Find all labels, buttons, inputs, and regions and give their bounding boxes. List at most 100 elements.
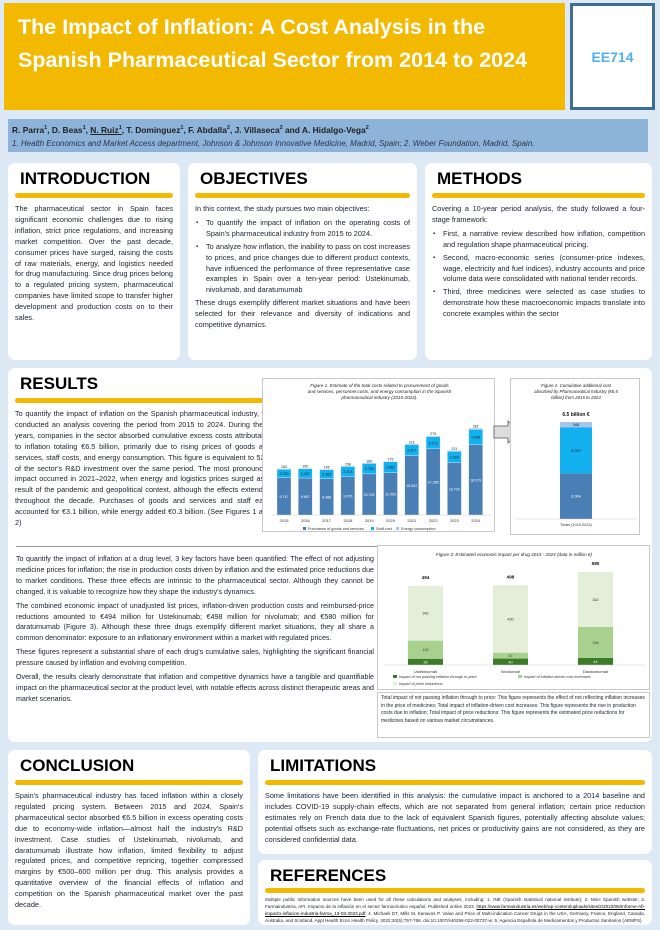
introduction-text: The pharmaceutical sector in Spain faces… xyxy=(15,204,173,323)
chart-title: Figure 1. Estimate of the total costs re… xyxy=(310,383,449,388)
legend-label: Impact of not passing inflation through … xyxy=(399,675,477,679)
data-label: 2.877 xyxy=(407,449,416,453)
author-name: A. Hidalgo-Vega2 xyxy=(301,124,369,135)
results-paragraph: Overall, the results clearly demonstrate… xyxy=(16,673,374,703)
reference-text: Multiple public information sources have… xyxy=(265,897,645,909)
x-tick-label: 2022 xyxy=(429,518,439,523)
bar-segment xyxy=(560,427,592,474)
data-label: 211 xyxy=(409,440,415,444)
data-label: 348 xyxy=(573,422,580,427)
section-heading: RESULTS xyxy=(20,374,99,393)
methods-section: METHODS Covering a 10-year period analys… xyxy=(425,163,652,360)
data-label: 39 xyxy=(423,660,427,664)
figure-3-caption: Total impact of not passing inflation th… xyxy=(377,692,650,738)
bar-segment xyxy=(340,465,356,467)
bar-segment xyxy=(319,468,334,470)
data-label: 9.747 xyxy=(280,495,289,499)
bar-segment xyxy=(404,443,419,445)
bar-segment xyxy=(362,462,377,464)
objectives-section: OBJECTIVES In this context, the study pu… xyxy=(188,163,417,360)
data-label: 145 xyxy=(324,466,330,470)
heading-underline xyxy=(265,888,645,893)
data-label: 2.383 xyxy=(322,473,331,477)
author-name: D. Beas1 xyxy=(51,124,86,135)
data-label: 9.976 xyxy=(343,494,352,498)
data-label: 194 xyxy=(592,641,598,645)
x-tick-label: 2020 xyxy=(386,518,396,523)
data-label: 281 xyxy=(473,425,479,429)
legend-swatch xyxy=(393,682,397,685)
section-heading: CONCLUSION xyxy=(20,756,135,775)
references-text: Multiple public information sources have… xyxy=(265,896,645,924)
data-label: 13.720 xyxy=(449,487,460,491)
introduction-section: INTRODUCTION The pharmaceutical sector i… xyxy=(8,163,180,360)
heading-underline xyxy=(195,193,410,198)
x-tick-label: 2019 xyxy=(365,518,375,523)
data-label: 2.230 xyxy=(280,472,289,476)
bar-segment xyxy=(468,428,483,430)
chart-title: and services, personnel costs, and energ… xyxy=(308,389,452,394)
legend-swatch xyxy=(371,527,374,530)
x-tick-label: 2024 xyxy=(471,518,481,523)
legend-swatch xyxy=(396,527,399,530)
data-label: 169 xyxy=(366,459,372,463)
results-paragraph: To quantify the impact of inflation on t… xyxy=(15,409,271,528)
data-label: 2.862 xyxy=(386,466,395,470)
heading-underline xyxy=(432,193,645,198)
section-heading: OBJECTIVES xyxy=(200,169,308,188)
data-label: 44 xyxy=(593,660,597,664)
data-label: 211 xyxy=(452,447,458,451)
data-label: 11.053 xyxy=(385,492,396,496)
bar-segment xyxy=(560,422,592,428)
x-tick-label: 2015 xyxy=(280,518,290,523)
section-heading: LIMITATIONS xyxy=(270,756,377,775)
bar-segment xyxy=(493,658,528,665)
x-tick-label: 2021 xyxy=(407,518,417,523)
total-label: 494 xyxy=(422,575,430,580)
x-tick-label: Ustekinumab xyxy=(414,669,438,674)
reference-link[interactable]: https://www.farmaindustria.es/web/wp-con… xyxy=(265,904,645,916)
data-label: 9.667 xyxy=(301,495,310,499)
x-tick-label: 2023 xyxy=(450,518,460,523)
x-tick-label: Daratumumab xyxy=(583,669,609,674)
chart-title: absorbed by Pharmaceutical Industry (€6.… xyxy=(534,389,618,394)
bar-segment xyxy=(408,658,443,665)
x-tick-label: Nivolumab xyxy=(501,669,521,674)
bar-segment xyxy=(276,468,292,470)
data-label: 10.742 xyxy=(364,493,375,497)
bar-segment xyxy=(425,435,441,437)
results-paragraph: These figures represent a substantial sh… xyxy=(16,648,374,668)
data-label: 153 xyxy=(281,465,287,469)
heading-underline xyxy=(15,398,271,403)
results-paragraph: The combined economic impact of unadjust… xyxy=(16,601,374,643)
objective-item: To analyze how inflation, the inability … xyxy=(195,242,410,297)
section-heading: REFERENCES xyxy=(270,866,387,885)
data-label: 4.036 xyxy=(471,435,480,439)
data-label: 2.437 xyxy=(301,472,310,476)
objectives-outro: These drugs exemplify different market s… xyxy=(195,298,410,330)
bar-segment xyxy=(383,460,398,462)
x-tick-label: Totals (2015-2024) xyxy=(560,523,592,527)
data-label: 158 xyxy=(345,462,351,466)
poster-code: EE714 xyxy=(570,3,655,110)
figure-2: Figure 2. Cumulative additional cost abso… xyxy=(510,378,640,535)
bar-segment xyxy=(298,467,313,469)
data-label: 279 xyxy=(430,432,436,436)
bar-segment xyxy=(493,652,528,659)
limitations-section: LIMITATIONS Some limitations have been i… xyxy=(258,750,652,854)
conclusion-section: CONCLUSION Spain's pharmaceutical indust… xyxy=(8,750,250,925)
legend-label: Staff cost xyxy=(376,527,393,531)
data-label: 15.532 xyxy=(406,484,417,488)
figure-3: Figure 3: Estimated economic impact per … xyxy=(377,545,650,690)
data-label: 3.173 xyxy=(429,441,438,445)
chart-title: billion) from 2015 to 2024 xyxy=(551,395,601,400)
method-item: Second, macro-economic series (consumer-… xyxy=(432,253,645,286)
author-name: N. Ruiz1 xyxy=(90,124,122,135)
data-label: 2.701 xyxy=(343,470,352,474)
conclusion-text: Spain's pharmaceutical industry has face… xyxy=(15,791,243,910)
bar-segment xyxy=(493,585,528,653)
references-section: REFERENCES Multiple public information s… xyxy=(258,860,652,925)
method-item: Third, three medicines were selected as … xyxy=(432,287,645,320)
legend-swatch xyxy=(518,675,522,678)
data-label: 37 xyxy=(508,654,512,658)
